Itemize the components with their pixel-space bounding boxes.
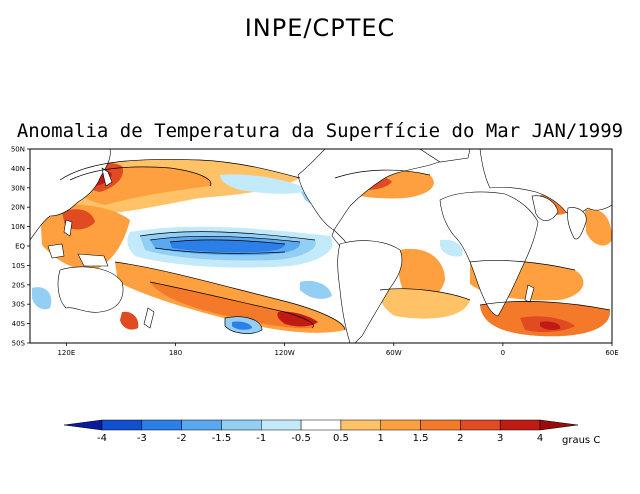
contour-lines [59, 159, 611, 334]
land-eurasia [479, 149, 612, 216]
anomaly-region-nepac-cool [220, 174, 310, 194]
colorbar-arrow-high [539, 419, 579, 431]
colorbar-unit-label: graus C [562, 435, 600, 446]
lon-tick-label: 60W [386, 349, 402, 357]
anomaly-region-se-pac-cool [300, 280, 332, 299]
land-new-zealand [143, 307, 155, 329]
land-masses [30, 149, 612, 343]
lat-tick-label: 50S [12, 340, 26, 348]
colorbar-level-label: 2 [457, 433, 463, 444]
anomaly-region-sind-core [540, 321, 561, 330]
colorbar-swatch [340, 419, 381, 431]
lat-tick-label: 40S [12, 320, 26, 328]
colorbar-level-label: 1.5 [413, 433, 429, 444]
land-australia [57, 266, 124, 313]
anomaly-region-tatl-cool [440, 239, 463, 257]
land-borneo [47, 243, 65, 259]
lat-tick-label: 20N [11, 204, 25, 212]
lat-tick-label: 10S [12, 262, 26, 270]
land-south-america [337, 240, 403, 343]
colorbar-level-label: -1 [256, 433, 266, 444]
colorbar-level-label: -1.5 [212, 433, 232, 444]
land-greenland [419, 149, 471, 163]
land-north-america [297, 149, 471, 231]
anomaly-region-spac-hot-band [150, 282, 314, 329]
anomaly-region-satl-warm [397, 248, 445, 300]
colorbar-level-label: 1 [378, 433, 384, 444]
land-asia-east [30, 149, 111, 241]
colorbar-level-label: 0.5 [333, 433, 349, 444]
anomaly-region-sw-pac-cool [32, 287, 52, 310]
anomaly-region-ind-east-warm [585, 209, 612, 246]
lat-tick-label: 20S [12, 281, 26, 289]
anomaly-field [30, 149, 612, 343]
anomaly-region-tasman-hot [120, 311, 139, 330]
colorbar-level-label: 4 [537, 433, 543, 444]
colorbar-swatch [300, 419, 342, 431]
colorbar-swatch [181, 419, 222, 431]
colorbar-level-label: -2 [177, 433, 187, 444]
anomaly-region-spac-core [277, 311, 318, 327]
colorbar-swatch [221, 419, 262, 431]
colorbar-level-label: -4 [97, 433, 107, 444]
land-new-guinea [77, 253, 109, 267]
axis-ticks: 50N 40N 30N 20N 10N EQ 10S 20S 30S 40S 50S 120E 180 1… [11, 146, 619, 358]
lon-tick-label: 120W [274, 349, 294, 357]
lon-tick-label: 180 [169, 349, 182, 357]
colorbar-swatch [261, 419, 302, 431]
land-africa [439, 191, 539, 317]
org-title: INPE/CPTEC [244, 14, 396, 42]
land-arabia [531, 195, 559, 221]
land-philippines [63, 219, 73, 237]
anomaly-region-spac-cool-core [232, 321, 252, 330]
colorbar-swatch [499, 419, 541, 431]
anomaly-region-eq-coldest [170, 239, 285, 253]
colorbar-swatch [101, 419, 143, 431]
anomaly-region-satl-south-warm [379, 288, 470, 319]
colorbar-level-label: -3 [137, 433, 147, 444]
colorbar-swatch [420, 419, 461, 431]
lat-tick-label: 30N [11, 184, 25, 192]
map-title: Anomalia de Temperatura da Superfície do… [16, 120, 624, 142]
lat-tick-label: 40N [11, 165, 25, 173]
lat-tick-label: 30S [12, 301, 26, 309]
lon-tick-label: 0 [501, 349, 505, 357]
land-madagascar [524, 284, 535, 303]
land-japan [101, 167, 113, 187]
colorbar-swatch [380, 419, 421, 431]
colorbar-level-label: 3 [497, 433, 503, 444]
lat-tick-label: EQ [15, 243, 25, 251]
lat-tick-label: 10N [11, 223, 25, 231]
lon-tick-label: 60E [605, 349, 618, 357]
colorbar-arrow-low [63, 419, 103, 431]
colorbar-swatch [141, 419, 182, 431]
land-india [567, 207, 587, 240]
colorbar-swatch [460, 419, 501, 431]
colorbar-level-label: -0.5 [291, 433, 311, 444]
lon-tick-label: 120E [57, 349, 75, 357]
colorbar: -4 -3 -2 -1.5 -1 -0.5 0.5 1 1.5 2 3 4 [63, 419, 579, 444]
lat-tick-label: 50N [11, 146, 25, 154]
